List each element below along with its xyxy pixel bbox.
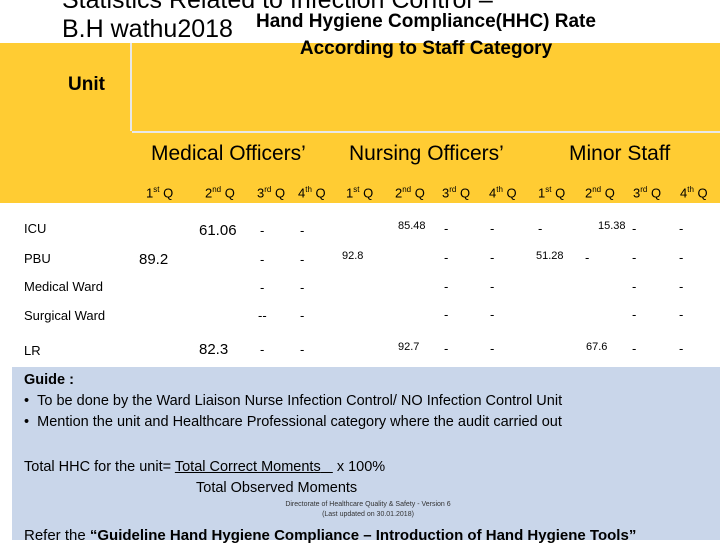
unit-medical-ward: Medical Ward bbox=[24, 279, 103, 294]
footer-line-1: Directorate of Healthcare Quality & Safe… bbox=[285, 501, 451, 508]
unit-icu: ICU bbox=[24, 221, 47, 236]
quarter-header: 4th Q bbox=[489, 185, 517, 201]
quarter-header: 3rd Q bbox=[257, 185, 286, 201]
footer-line-2: (Last updated on 30.01.2018) bbox=[322, 511, 414, 518]
guide-bullet-1: • To be done by the Ward Liaison Nurse I… bbox=[24, 393, 563, 409]
quarter-header: 3rd Q bbox=[633, 185, 662, 201]
value-cell: 92.8 bbox=[342, 250, 364, 262]
value-cell: 61.06 bbox=[199, 222, 237, 239]
value-cell: - bbox=[444, 341, 449, 356]
unit-lr: LR bbox=[24, 343, 41, 358]
unit-pbu: PBU bbox=[24, 251, 51, 266]
guide-heading: Guide : bbox=[24, 372, 74, 388]
quarter-header: 2nd Q bbox=[395, 185, 425, 201]
value-cell: 82.3 bbox=[199, 341, 229, 358]
table-title-line-1: Hand Hygiene Compliance(HHC) Rate bbox=[256, 11, 596, 32]
value-cell: - bbox=[679, 250, 684, 265]
value-cell: - bbox=[444, 307, 449, 322]
bullet-icon: • bbox=[24, 393, 30, 409]
value-cell: - bbox=[300, 252, 305, 267]
refer-lead: Refer the bbox=[24, 527, 90, 544]
guide-text: Guide : • To be done by the Ward Liaison… bbox=[24, 370, 562, 433]
header-divider-horizontal bbox=[132, 131, 720, 133]
value-cell: 15.38 bbox=[598, 220, 626, 232]
quarter-header: 2nd Q bbox=[585, 185, 615, 201]
formula-numerator: Total Correct Moments bbox=[174, 459, 321, 475]
table-title-box bbox=[132, 43, 720, 131]
value-cell: - bbox=[679, 221, 684, 236]
page-title: Statistics Related to Infection Control … bbox=[62, 0, 493, 44]
value-cell: - bbox=[444, 279, 449, 294]
guide-panel bbox=[12, 367, 720, 540]
value-cell: - bbox=[632, 341, 637, 356]
quarter-header: 4th Q bbox=[680, 185, 708, 201]
value-cell: -- bbox=[258, 308, 267, 323]
value-cell: - bbox=[632, 279, 637, 294]
value-cell: - bbox=[300, 223, 305, 238]
value-cell: - bbox=[632, 307, 637, 322]
value-cell: - bbox=[444, 221, 449, 236]
value-cell: - bbox=[679, 341, 684, 356]
table-title-line-2: According to Staff Category bbox=[299, 38, 553, 59]
value-cell: - bbox=[300, 342, 305, 357]
value-cell: 89.2 bbox=[139, 251, 169, 268]
value-cell: - bbox=[300, 308, 305, 323]
quarter-header: 4th Q bbox=[298, 185, 326, 201]
guide-bullet-2: • Mention the unit and Healthcare Profes… bbox=[24, 414, 562, 430]
value-cell: - bbox=[300, 280, 305, 295]
value-cell: - bbox=[260, 342, 265, 357]
value-cell: - bbox=[260, 223, 265, 238]
footer-version: Directorate of Healthcare Quality & Safe… bbox=[258, 500, 478, 520]
formula-times: x 100% bbox=[332, 459, 386, 475]
unit-column-header bbox=[0, 43, 130, 203]
value-cell: - bbox=[260, 280, 265, 295]
header-divider-vertical bbox=[130, 43, 132, 131]
value-cell: - bbox=[679, 307, 684, 322]
formula-lead: Total HHC for the unit= bbox=[24, 459, 175, 475]
value-cell: - bbox=[538, 221, 543, 236]
value-cell: 51.28 bbox=[536, 250, 564, 262]
value-cell: - bbox=[585, 250, 590, 265]
quarter-header: 3rd Q bbox=[442, 185, 471, 201]
refer-guideline: “Guideline Hand Hygiene Compliance – Int… bbox=[89, 527, 637, 544]
value-cell: - bbox=[632, 250, 637, 265]
quarter-header: 1st Q bbox=[146, 185, 174, 201]
bullet-icon: • bbox=[24, 414, 30, 430]
value-cell: - bbox=[679, 279, 684, 294]
category-medical-officers: Medical Officers’ bbox=[151, 142, 306, 165]
unit-surgical-ward: Surgical Ward bbox=[24, 308, 106, 323]
value-cell: - bbox=[490, 250, 495, 265]
value-cell: - bbox=[490, 341, 495, 356]
value-cell: 85.48 bbox=[398, 220, 426, 232]
value-cell: - bbox=[260, 252, 265, 267]
refer-line: Refer the “Guideline Hand Hygiene Compli… bbox=[24, 527, 636, 544]
formula: Total HHC for the unit= Total Correct Mo… bbox=[24, 457, 385, 499]
value-cell: - bbox=[490, 307, 495, 322]
value-cell: 67.6 bbox=[586, 341, 608, 353]
category-minor-staff: Minor Staff bbox=[569, 142, 671, 165]
table-header bbox=[0, 43, 720, 203]
quarter-header: 1st Q bbox=[346, 185, 374, 201]
value-cell: - bbox=[490, 279, 495, 294]
quarter-header: 2nd Q bbox=[205, 185, 235, 201]
quarter-header: 1st Q bbox=[538, 185, 566, 201]
unit-header: Unit bbox=[68, 74, 105, 95]
value-cell: - bbox=[632, 221, 637, 236]
formula-denominator: Total Observed Moments bbox=[196, 480, 358, 496]
title-line-2: B.H wathu2018 bbox=[62, 15, 233, 43]
category-nursing-officers: Nursing Officers’ bbox=[349, 142, 504, 165]
value-cell: 92.7 bbox=[398, 341, 420, 353]
table-title: Hand Hygiene Compliance(HHC) Rate Accord… bbox=[132, 8, 720, 62]
value-cell: - bbox=[490, 221, 495, 236]
title-line-1: Statistics Related to Infection Control … bbox=[62, 0, 493, 14]
value-cell: - bbox=[444, 250, 449, 265]
